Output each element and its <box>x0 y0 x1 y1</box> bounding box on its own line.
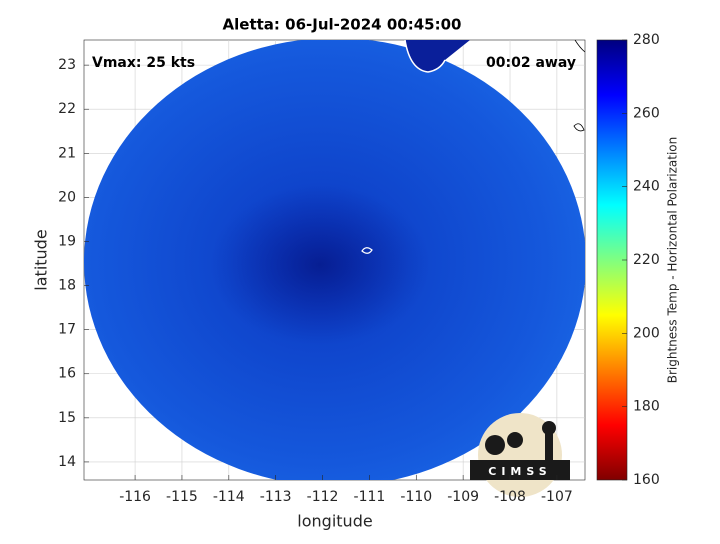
y-axis-label: latitude <box>32 229 51 290</box>
x-tick-label: -109 <box>447 489 479 505</box>
x-tick-label: -107 <box>541 489 573 505</box>
title: Aletta: 06-Jul-2024 00:45:00 <box>223 16 462 34</box>
x-axis-label: longitude <box>297 512 372 531</box>
y-tick-label: 22 <box>58 101 76 117</box>
logo-text: CIMSS <box>488 465 551 478</box>
x-tick-label: -114 <box>213 489 245 505</box>
x-tick-label: -116 <box>119 489 151 505</box>
colorbar-tick-label: 220 <box>633 252 660 268</box>
image <box>84 40 585 480</box>
x-tick-label: -112 <box>307 489 339 505</box>
coastline <box>573 123 585 132</box>
x-tick-label: -111 <box>354 489 386 505</box>
y-tick-label: 14 <box>58 454 76 470</box>
colorbar-tick-label: 280 <box>633 32 660 48</box>
coastline <box>404 40 446 73</box>
coastline <box>574 40 585 53</box>
x-tick-label: -113 <box>260 489 292 505</box>
colorbar-label: Brightness Temp - Horizontal Polarizatio… <box>666 137 680 384</box>
y-tick-label: 19 <box>58 233 76 249</box>
y-tick-label: 18 <box>58 278 76 294</box>
colorbar-tick-label: 180 <box>633 399 660 415</box>
colorbar-tick-label: 240 <box>633 179 660 195</box>
core <box>210 185 430 345</box>
time-label: 00:02 away <box>486 55 576 71</box>
x-tick-label: -115 <box>166 489 198 505</box>
y-tick-label: 23 <box>58 57 76 73</box>
colorbar-tick-label: 260 <box>633 105 660 121</box>
y-tick-label: 21 <box>58 145 76 161</box>
colorbar-tick-label: 200 <box>633 325 660 341</box>
y-tick-label: 20 <box>58 189 76 205</box>
land <box>405 40 470 72</box>
colorbar-tick-label: 160 <box>633 472 660 488</box>
vmax-label: Vmax: 25 kts <box>92 55 195 71</box>
y-tick-label: 17 <box>58 322 76 338</box>
x-tick-label: -110 <box>400 489 432 505</box>
y-tick-label: 16 <box>58 366 76 382</box>
island <box>361 247 373 254</box>
logo: CIMSS <box>470 413 570 497</box>
y-tick-label: 15 <box>58 410 76 426</box>
x-tick-label: -108 <box>494 489 526 505</box>
